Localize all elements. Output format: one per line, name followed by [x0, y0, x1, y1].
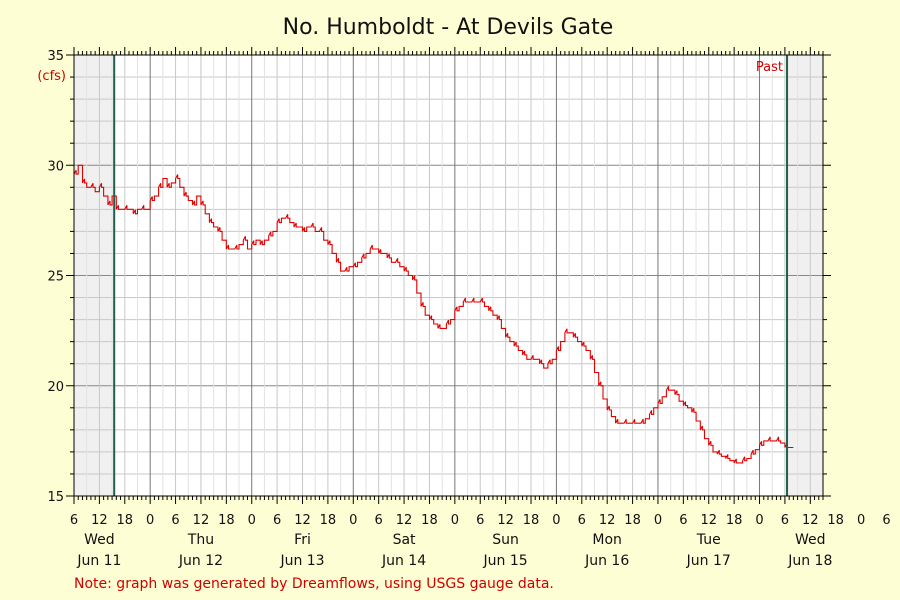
y-tick-label: 35: [47, 49, 64, 64]
x-tick-label: 12: [396, 513, 413, 528]
x-tick-label: 12: [497, 513, 514, 528]
x-tick-label: 6: [476, 513, 484, 528]
series-line: [73, 164, 794, 464]
x-tick-label: 18: [827, 513, 844, 528]
day-name-label: Wed: [795, 532, 826, 548]
x-tick-label: 0: [349, 513, 357, 528]
day-name-label: Tue: [696, 532, 721, 548]
y-tick-label: 20: [47, 380, 64, 395]
day-date-label: Jun 13: [279, 553, 324, 569]
y-unit-label: (cfs): [37, 69, 66, 84]
x-tick-label: 0: [755, 513, 763, 528]
x-tick-label: 18: [320, 513, 337, 528]
day-date-label: Jun 16: [584, 553, 629, 569]
x-tick-label: 12: [294, 513, 311, 528]
past-label: Past: [756, 60, 783, 75]
x-tick-label: 18: [523, 513, 540, 528]
x-tick-label: 0: [248, 513, 256, 528]
plot-area: 15 20 25 30 35 6 12 18 0 6 12 18 0 6 12 18 0 6 12 18 0 6 12 18 0…: [47, 47, 891, 569]
x-tick-label: 6: [273, 513, 281, 528]
x-tick-label: 12: [193, 513, 210, 528]
day-name-label: Thu: [187, 532, 214, 548]
y-tick-label: 25: [47, 270, 64, 285]
x-tick-label: 0: [451, 513, 459, 528]
day-name-label: Sun: [492, 532, 519, 548]
x-tick-label: 6: [70, 513, 78, 528]
chart-title: No. Humboldt - At Devils Gate: [283, 15, 614, 40]
x-tick-label: 6: [882, 513, 890, 528]
day-date-label: Jun 12: [178, 553, 223, 569]
day-name-label: Wed: [84, 532, 115, 548]
x-tick-label: 12: [802, 513, 819, 528]
x-tick-label: 12: [599, 513, 616, 528]
plot-border: [73, 54, 824, 497]
x-tick-label: 18: [117, 513, 134, 528]
x-tick-label: 6: [679, 513, 687, 528]
y-tick-label: 30: [47, 159, 64, 174]
x-tick-label: 6: [578, 513, 586, 528]
x-tick-label: 0: [857, 513, 865, 528]
x-tick-label: 0: [654, 513, 662, 528]
y-tick-label: 15: [47, 490, 64, 505]
x-tick-label: 12: [700, 513, 717, 528]
x-tick-label: 18: [421, 513, 438, 528]
day-date-label: Jun 18: [787, 553, 832, 569]
x-tick-label: 18: [726, 513, 743, 528]
day-name-label: Mon: [592, 532, 622, 548]
x-tick-label: 6: [171, 513, 179, 528]
x-tick-label: 0: [146, 513, 154, 528]
x-tick-label: 6: [375, 513, 383, 528]
day-date-label: Jun 11: [76, 553, 121, 569]
day-date-label: Jun 17: [686, 553, 731, 569]
day-date-label: Jun 14: [381, 553, 426, 569]
day-name-label: Sat: [393, 532, 416, 548]
x-tick-label: 18: [218, 513, 235, 528]
x-tick-label: 12: [91, 513, 108, 528]
x-tick-label: 18: [624, 513, 641, 528]
day-name-label: Fri: [294, 532, 311, 548]
footer-note: Note: graph was generated by Dreamflows,…: [74, 576, 554, 592]
x-tick-label: 0: [552, 513, 560, 528]
x-tick-label: 6: [781, 513, 789, 528]
day-date-label: Jun 15: [483, 553, 528, 569]
